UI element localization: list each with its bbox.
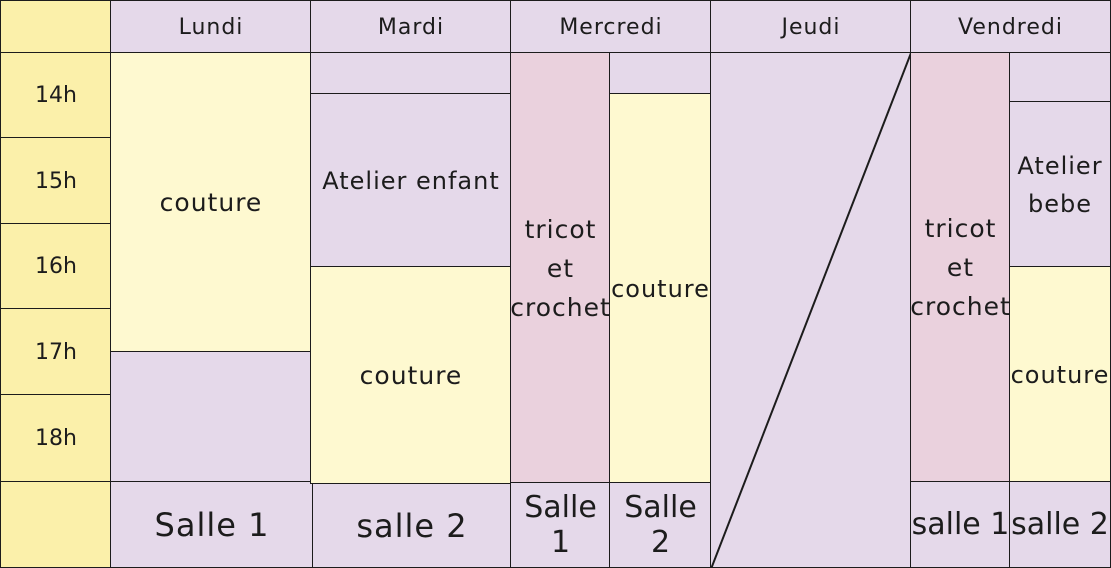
room-mardi: salle 2: [312, 483, 512, 568]
activity-label: Atelier bebe: [1017, 151, 1103, 218]
room-vendredi-1: salle 1: [910, 481, 1011, 568]
header-mardi: Mardi: [310, 0, 512, 54]
room-mercredi-2: Salle 2: [609, 482, 712, 568]
closed-slash-icon: [711, 53, 911, 567]
header-jeudi: Jeudi: [710, 0, 912, 54]
mardi-empty-slot: [310, 52, 512, 95]
header-lundi: Lundi: [110, 0, 312, 54]
mardi-atelier-enfant-block: Atelier enfant: [310, 93, 512, 268]
activity-label: couture: [1010, 360, 1110, 389]
hour-cell-16h: 16h: [0, 223, 112, 310]
lundi-empty-slot: [110, 351, 312, 483]
jeudi-closed-block: [710, 52, 912, 568]
header-mercredi: Mercredi: [510, 0, 712, 54]
activity-label: Atelier enfant: [322, 166, 500, 195]
room-row-corner: [0, 481, 112, 568]
room-vendredi-2: salle 2: [1009, 481, 1111, 568]
room-mercredi-1: Salle 1: [510, 482, 611, 568]
activity-label: couture: [611, 274, 710, 303]
hour-cell-17h: 17h: [0, 308, 112, 396]
room-lundi: Salle 1: [110, 481, 314, 568]
activity-label: tricot et crochet: [510, 214, 611, 322]
activity-label: couture: [359, 360, 463, 390]
hour-cell-14h: 14h: [0, 52, 112, 139]
vendredi-empty-slot: [1009, 52, 1111, 103]
mercredi-couture-block: couture: [609, 93, 712, 484]
mercredi-empty-slot: [609, 52, 712, 95]
activity-label: couture: [159, 188, 263, 217]
mercredi-tricot-block: tricot et crochet: [510, 52, 611, 484]
vendredi-couture-block: couture: [1009, 266, 1111, 483]
lundi-couture-block: couture: [110, 52, 312, 353]
vendredi-tricot-block: tricot et crochet: [910, 52, 1011, 483]
hour-cell-18h: 18h: [0, 394, 112, 483]
hour-cell-15h: 15h: [0, 137, 112, 225]
corner-cell: [0, 0, 112, 54]
mardi-couture-block: couture: [310, 266, 512, 484]
activity-label: tricot et crochet: [910, 214, 1011, 321]
header-vendredi: Vendredi: [910, 0, 1111, 54]
vendredi-atelier-bebe-block: Atelier bebe: [1009, 101, 1111, 268]
